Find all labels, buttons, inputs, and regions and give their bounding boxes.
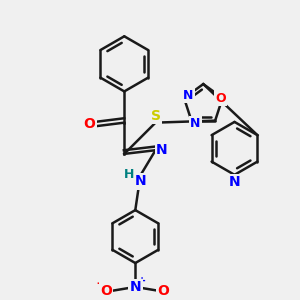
Text: +: +	[138, 276, 146, 286]
Text: O: O	[100, 284, 112, 298]
Text: S: S	[151, 109, 160, 123]
Text: N: N	[130, 280, 141, 294]
Text: O: O	[215, 92, 226, 104]
Text: N: N	[229, 175, 240, 189]
Text: H: H	[124, 168, 134, 181]
Text: N: N	[135, 174, 147, 188]
Text: O: O	[157, 284, 169, 298]
Text: N: N	[190, 117, 200, 130]
Text: O: O	[83, 118, 95, 131]
Text: N: N	[183, 88, 194, 102]
Text: -: -	[97, 278, 102, 290]
Text: N: N	[156, 143, 168, 157]
